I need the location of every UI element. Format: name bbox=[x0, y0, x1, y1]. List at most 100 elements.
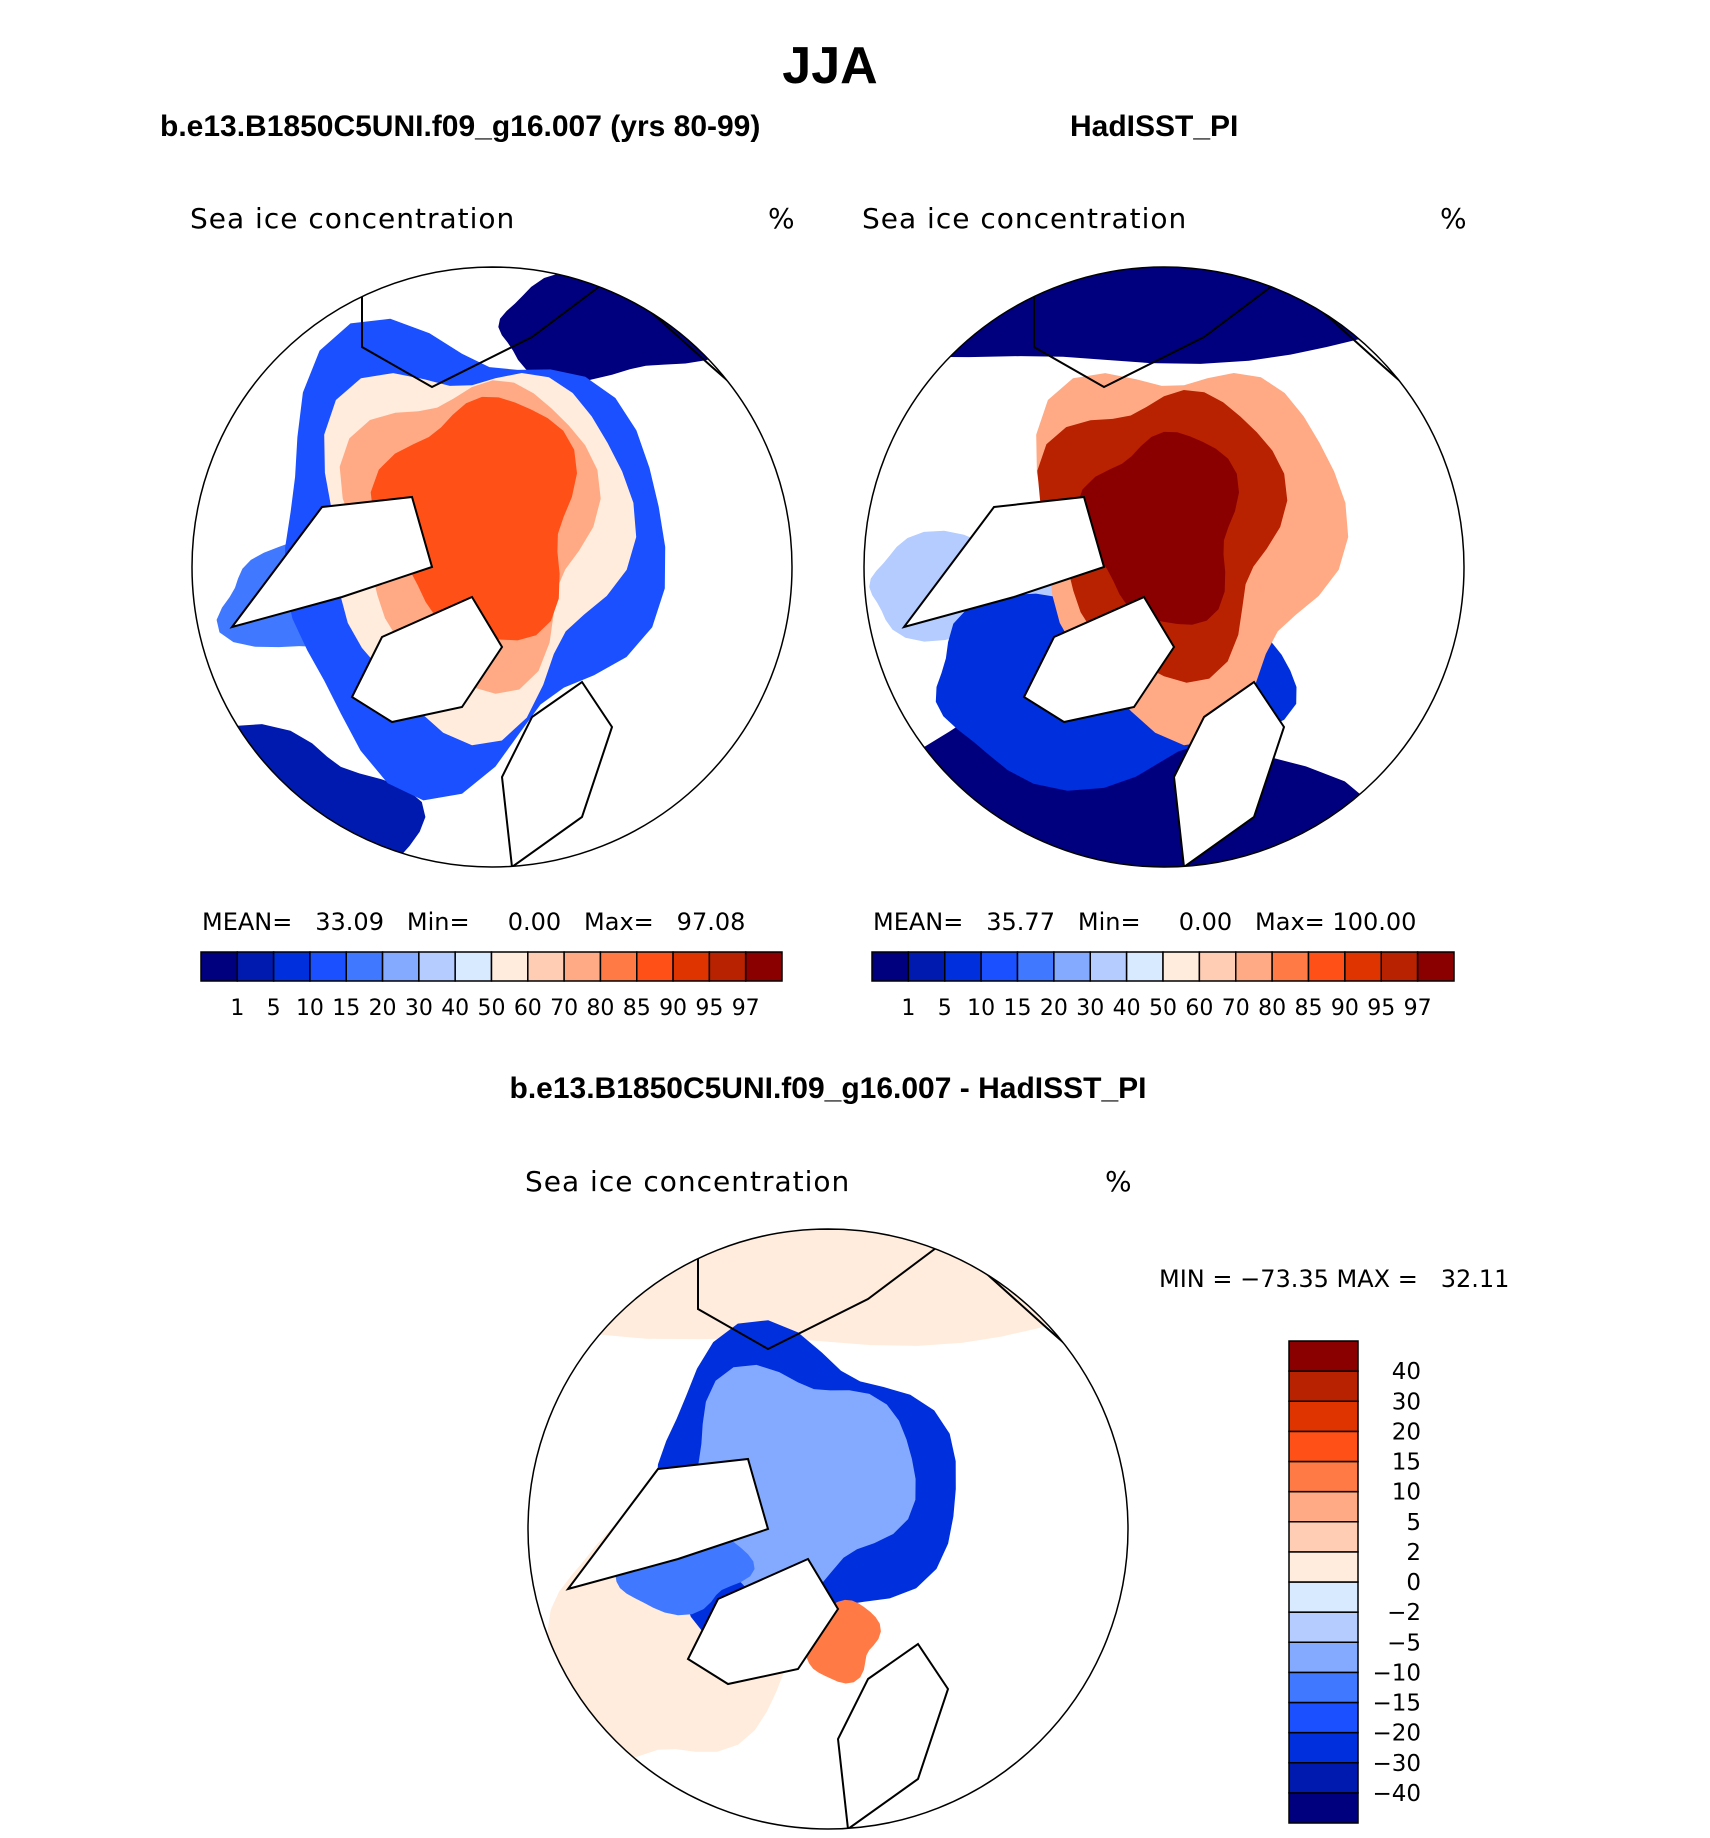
colorbar-obs-swatch bbox=[871, 951, 910, 982]
colorbar-obs-swatch bbox=[1125, 951, 1164, 982]
mean-label: MEAN= bbox=[202, 908, 293, 936]
colorbar-model-swatch bbox=[527, 951, 565, 982]
canada-landmass bbox=[229, 495, 434, 629]
colorbar-obs-tick-label: 85 bbox=[1295, 996, 1323, 1021]
colorbar-difference-swatch bbox=[1288, 1400, 1359, 1433]
colorbar-difference-tick-label: −15 bbox=[1372, 1691, 1421, 1717]
colorbar-difference-swatch bbox=[1288, 1370, 1359, 1402]
colorbar-obs-swatch bbox=[1089, 951, 1128, 982]
colorbar-difference-swatch bbox=[1288, 1611, 1359, 1643]
colorbar-obs-swatch bbox=[907, 951, 946, 982]
colorbar-obs-swatch bbox=[1307, 951, 1346, 982]
colorbar-difference-tick-label: −5 bbox=[1387, 1630, 1421, 1656]
colorbar-difference-swatch bbox=[1288, 1762, 1359, 1794]
colorbar-model-swatch bbox=[345, 951, 384, 982]
greenland-landmass bbox=[686, 1557, 840, 1686]
colorbar-obs-swatch bbox=[1053, 951, 1091, 982]
canada-landmass bbox=[901, 495, 1106, 629]
scandinavia-landmass bbox=[1172, 680, 1286, 867]
panel-3-units: % bbox=[1105, 1165, 1133, 1198]
panel-2-variable: Sea ice concentration bbox=[862, 202, 1188, 235]
colorbar-obs-tick-label: 40 bbox=[1113, 996, 1141, 1021]
concentration-contour bbox=[370, 396, 577, 641]
panel-1-title: b.e13.B1850C5UNI.f09_g16.007 (yrs 80-99) bbox=[160, 110, 761, 143]
colorbar-model-swatch bbox=[272, 951, 311, 982]
mean-label: MEAN= bbox=[873, 908, 964, 936]
colorbar-model-tick-label: 90 bbox=[659, 996, 687, 1021]
max-value: 100.00 bbox=[1332, 908, 1417, 936]
colorbar-model-swatch bbox=[454, 951, 493, 982]
map-difference bbox=[528, 1229, 1128, 1829]
colorbar-model-swatch bbox=[309, 951, 347, 982]
scandinavia-landmass bbox=[836, 1642, 950, 1829]
colorbar-difference-tick-label: 30 bbox=[1392, 1389, 1421, 1415]
colorbar-obs-tick-label: 80 bbox=[1258, 996, 1286, 1021]
max-label: Max= bbox=[584, 908, 654, 936]
min-label: Min= bbox=[406, 908, 470, 936]
scandinavia-landmass bbox=[500, 680, 614, 867]
panel-2-units: % bbox=[1440, 202, 1468, 235]
max-value: 97.08 bbox=[676, 908, 746, 936]
canada-landmass bbox=[565, 1457, 770, 1591]
colorbar-model-tick-label: 20 bbox=[369, 996, 397, 1021]
colorbar-obs-swatch bbox=[944, 951, 982, 982]
colorbar-difference-tick-label: 2 bbox=[1406, 1540, 1421, 1566]
colorbar-difference-swatch bbox=[1288, 1581, 1359, 1613]
colorbar-obs-tick-label: 20 bbox=[1040, 996, 1068, 1021]
panel-1-variable: Sea ice concentration bbox=[190, 202, 516, 235]
colorbar-model-swatch bbox=[672, 951, 711, 982]
max-label: Max= bbox=[1255, 908, 1325, 936]
colorbar-obs-swatch bbox=[1016, 951, 1055, 982]
colorbar-obs-swatch bbox=[980, 951, 1019, 982]
colorbar-model-tick-label: 5 bbox=[267, 996, 281, 1021]
colorbar-model-swatch bbox=[418, 951, 456, 982]
colorbar-difference-swatch bbox=[1288, 1792, 1359, 1824]
colorbar-obs-tick-label: 60 bbox=[1185, 996, 1213, 1021]
colorbar-obs-swatch bbox=[1162, 951, 1201, 982]
map-obs bbox=[864, 267, 1464, 867]
colorbar-difference-tick-label: 5 bbox=[1406, 1510, 1421, 1536]
colorbar-model-tick-label: 40 bbox=[441, 996, 469, 1021]
colorbar-difference-swatch bbox=[1288, 1731, 1359, 1764]
colorbar-difference-tick-label: 10 bbox=[1392, 1480, 1421, 1506]
colorbar-obs-tick-label: 70 bbox=[1222, 996, 1250, 1021]
map-difference-border bbox=[527, 1228, 1129, 1830]
colorbar-model-swatch bbox=[599, 951, 638, 982]
colorbar-obs-tick-label: 10 bbox=[967, 996, 995, 1021]
colorbar-model-tick-label: 10 bbox=[296, 996, 324, 1021]
mean-value: 33.09 bbox=[315, 908, 384, 936]
map-obs-border bbox=[863, 266, 1465, 868]
colorbar-model-swatch bbox=[236, 951, 275, 982]
map-model bbox=[192, 267, 792, 867]
colorbar-model-tick-label: 30 bbox=[405, 996, 433, 1021]
colorbar-model-swatch bbox=[563, 951, 602, 982]
panel-2-stats: MEAN= 35.77 Min= 0.00 Max= 100.00 bbox=[873, 908, 1416, 936]
colorbar-difference-swatch bbox=[1288, 1521, 1359, 1553]
colorbar-difference-tick-label: −20 bbox=[1372, 1721, 1421, 1747]
colorbar-obs-tick-label: 15 bbox=[1004, 996, 1032, 1021]
colorbar-difference-swatch bbox=[1288, 1490, 1359, 1523]
concentration-contour bbox=[864, 267, 1409, 364]
colorbar-obs-swatch bbox=[1235, 951, 1273, 982]
colorbar-model-swatch bbox=[708, 951, 747, 982]
main-title: JJA bbox=[782, 37, 878, 95]
min-value: 0.00 bbox=[1178, 908, 1233, 936]
map-model-border bbox=[191, 266, 793, 868]
panel-2-title: HadISST_PI bbox=[1070, 110, 1239, 143]
colorbar-model-tick-label: 70 bbox=[550, 996, 578, 1021]
colorbar-difference-tick-label: 0 bbox=[1406, 1570, 1421, 1596]
colorbar-model-swatch bbox=[490, 951, 529, 982]
colorbar-model-swatch bbox=[636, 951, 674, 982]
colorbar-difference-tick-label: 20 bbox=[1392, 1419, 1421, 1445]
panel-3-stats: MIN = −73.35 MAX = 32.11 bbox=[1159, 1265, 1510, 1293]
colorbar-obs-tick-label: 30 bbox=[1076, 996, 1104, 1021]
colorbar-difference-tick-label: −10 bbox=[1372, 1660, 1421, 1686]
colorbar-model-tick-label: 50 bbox=[478, 996, 506, 1021]
concentration-contour bbox=[1076, 431, 1239, 625]
colorbar-model-swatch bbox=[200, 951, 239, 982]
colorbar-model-tick-label: 95 bbox=[695, 996, 723, 1021]
colorbar-model-tick-label: 80 bbox=[586, 996, 614, 1021]
concentration-contour bbox=[695, 1364, 916, 1606]
